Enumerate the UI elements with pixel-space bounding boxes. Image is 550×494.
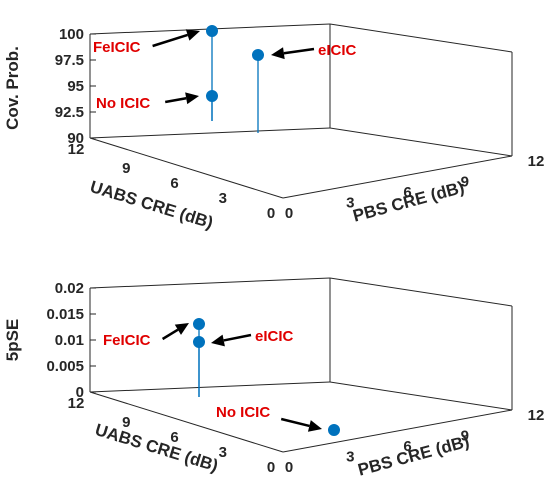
box-edge (89, 127, 331, 139)
box-edge (329, 127, 513, 157)
x-tick-label: 3 (346, 195, 354, 212)
stem-marker (206, 25, 218, 37)
z-tick-label: 92.5 (55, 104, 84, 121)
stem-series (193, 318, 340, 436)
z-tick-label: 0.015 (46, 306, 84, 323)
arrow-shaft (280, 417, 310, 428)
x-axis-line (282, 155, 513, 199)
x-tick-label: 6 (403, 438, 411, 455)
box-edge (329, 23, 513, 53)
y-tick-label: 6 (170, 175, 178, 192)
x-tick-label: 9 (461, 174, 469, 191)
y-tick-label: 0 (267, 205, 275, 222)
z-tick-label: 100 (59, 26, 84, 43)
z-tick-label: 0 (76, 384, 84, 401)
annotation-label: eICIC (318, 42, 357, 59)
y-tick-label: 9 (122, 414, 130, 431)
annotation-label: No ICIC (96, 95, 150, 112)
arrow-shaft (223, 333, 252, 342)
annotation-label: No ICIC (216, 404, 270, 421)
z-axis-label: Cov. Prob. (3, 46, 22, 130)
y-axis-label: UABS CRE (dB) (88, 177, 215, 232)
arrow-head (174, 323, 189, 335)
x-tick-label: 0 (285, 459, 293, 476)
annotation-label: FeICIC (93, 39, 141, 56)
arrow-shaft (152, 33, 188, 48)
z-tick-label: 90 (67, 130, 84, 147)
x-tick-label: 12 (528, 153, 545, 170)
z-axis-label: 5pSE (3, 319, 22, 362)
z-tick-label: 97.5 (55, 52, 84, 69)
z-tick-label: 0.005 (46, 358, 84, 375)
z-tick-label: 0.02 (55, 280, 84, 297)
x-tick-label: 0 (285, 205, 293, 222)
y-tick-label: 3 (219, 190, 227, 207)
axes-box (89, 23, 513, 199)
box-edge (329, 277, 513, 307)
arrow-shaft (161, 328, 179, 341)
z-tick-label: 0.01 (55, 332, 84, 349)
arrow-shaft (283, 47, 315, 55)
stem-marker (328, 424, 340, 436)
arrow-head (271, 47, 285, 60)
y-tick-label: 9 (122, 160, 130, 177)
box-edge (89, 381, 331, 393)
arrow-shaft (164, 97, 187, 104)
annotation-label: FeICIC (103, 332, 151, 349)
annotation-label: eICIC (255, 328, 294, 345)
y-tick-label: 6 (170, 429, 178, 446)
x-tick-label: 9 (461, 428, 469, 445)
x-tick-label: 12 (528, 407, 545, 424)
y-tick-label: 3 (219, 444, 227, 461)
y-tick-label: 0 (267, 459, 275, 476)
arrow-head (211, 334, 225, 347)
x-axis-label: PBS CRE (dB) (356, 432, 471, 480)
x-tick-label: 3 (346, 449, 354, 466)
y-axis-label: UABS CRE (dB) (93, 420, 220, 475)
z-tick-label: 95 (67, 78, 84, 95)
stem-series (206, 25, 264, 133)
y-axis-line (89, 391, 284, 453)
stem-marker (193, 318, 205, 330)
y-tick-label: 12 (68, 395, 85, 412)
box-edge (89, 277, 331, 289)
box-edge (329, 381, 513, 411)
x-tick-label: 6 (403, 184, 411, 201)
x-axis-line (282, 409, 513, 453)
y-tick-label: 12 (68, 141, 85, 158)
annotations: FeICIC eICIC No ICIC (103, 323, 322, 432)
axes-box (89, 277, 513, 453)
arrow-head (185, 92, 199, 105)
arrow-head (185, 29, 200, 41)
y-axis-line (89, 137, 284, 199)
annotations: FeICIC No ICIC eICIC (93, 29, 357, 112)
stem-marker (252, 49, 264, 61)
stem-marker (206, 90, 218, 102)
stem-marker (193, 336, 205, 348)
arrow-head (307, 420, 322, 432)
